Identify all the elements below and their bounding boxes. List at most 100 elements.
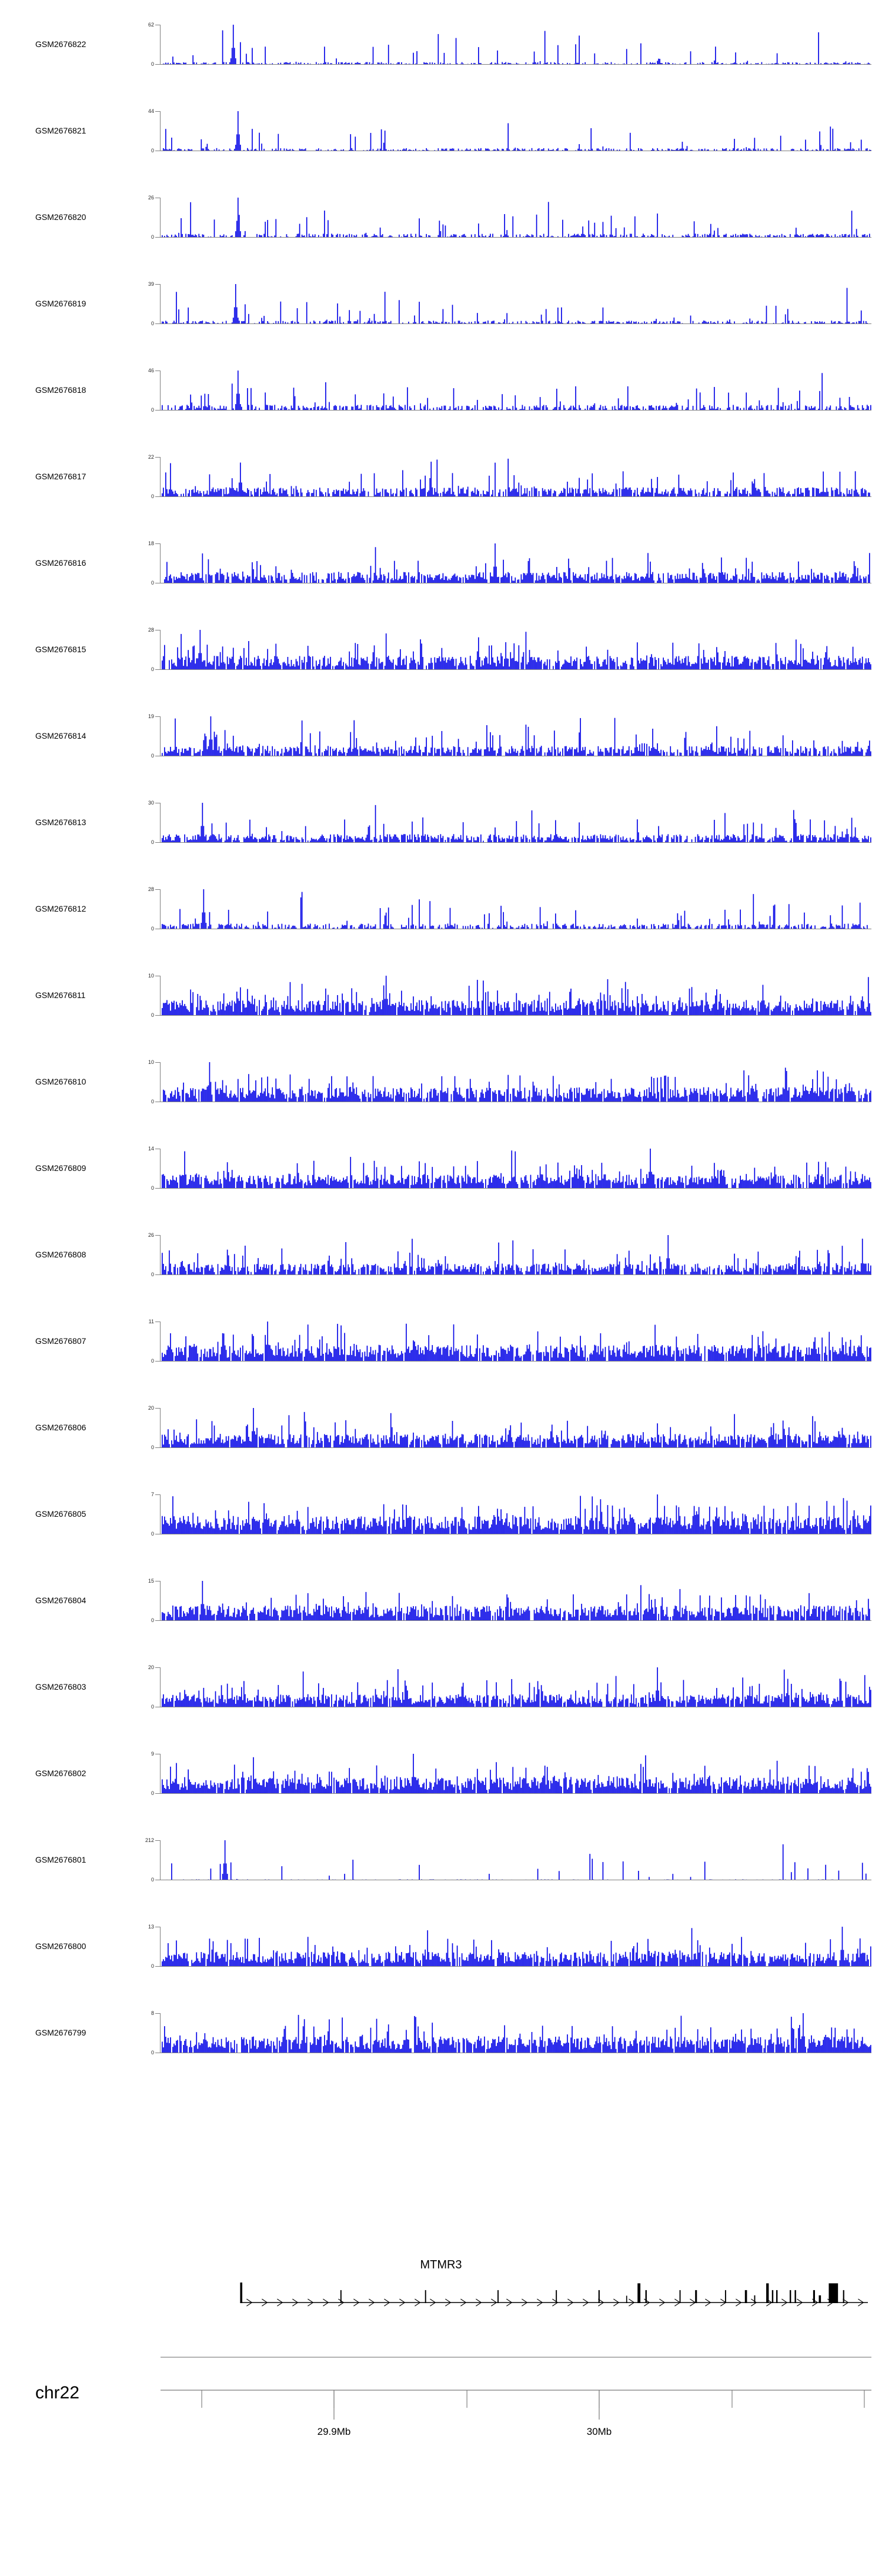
track-sample-label: GSM2676819: [35, 299, 86, 308]
coverage-plot-area[interactable]: [161, 1667, 871, 1707]
coverage-track: GSM2676818 46 0: [0, 368, 882, 413]
coverage-signal: [162, 458, 870, 497]
coverage-track: GSM2676820 26 0: [0, 195, 882, 240]
track-sample-label: GSM2676811: [35, 990, 86, 1000]
track-y-axis: 20 0: [136, 1665, 160, 1710]
track-sample-label: GSM2676813: [35, 817, 86, 827]
gene-name-label: MTMR3: [420, 2258, 462, 2271]
y-axis-min-label: 0: [151, 1617, 154, 1623]
track-baseline: [161, 1447, 871, 1448]
y-axis-line: [160, 1062, 161, 1102]
track-sample-label: GSM2676800: [35, 1941, 86, 1951]
track-baseline: [161, 1620, 871, 1621]
coverage-plot-area[interactable]: [161, 716, 871, 756]
y-axis-min-tick: [155, 1620, 160, 1621]
coverage-plot-area[interactable]: [161, 630, 871, 670]
track-y-axis: 15 0: [136, 1578, 160, 1623]
coverage-signal: [163, 111, 871, 151]
y-axis-min-tick: [155, 1447, 160, 1448]
coverage-track: GSM2676802 9 0: [0, 1751, 882, 1796]
coverage-plot-area[interactable]: [161, 1322, 871, 1362]
y-axis-max-tick: [155, 2013, 160, 2014]
coverage-signal: [164, 543, 870, 583]
y-axis-min-label: 0: [151, 926, 154, 932]
coverage-signal: [162, 1322, 871, 1362]
y-axis-max-label: 7: [151, 1491, 154, 1497]
y-axis-line: [160, 1322, 161, 1362]
coverage-plot-area[interactable]: [161, 25, 871, 65]
coverage-plot-area[interactable]: [161, 284, 871, 324]
coverage-signal: [162, 1494, 871, 1534]
coverage-track: GSM2676816 18 0: [0, 540, 882, 586]
y-axis-line: [160, 889, 161, 929]
coverage-plot-area[interactable]: [161, 1754, 871, 1794]
y-axis-max-label: 20: [148, 1405, 154, 1411]
track-baseline: [161, 1015, 871, 1016]
coverage-plot-area[interactable]: [161, 1494, 871, 1534]
y-axis-min-tick: [155, 1015, 160, 1016]
coverage-plot-area[interactable]: [161, 1840, 871, 1880]
track-y-axis: 46 0: [136, 368, 160, 413]
track-y-axis: 26 0: [136, 1233, 160, 1277]
y-axis-max-tick: [155, 1667, 160, 1668]
track-baseline: [161, 323, 871, 324]
y-axis-min-label: 0: [151, 1099, 154, 1105]
y-axis-min-tick: [155, 410, 160, 411]
y-axis-min-label: 0: [151, 839, 154, 845]
y-axis-max-label: 10: [148, 1059, 154, 1065]
coverage-plot-area[interactable]: [161, 1408, 871, 1448]
coverage-plot-area[interactable]: [161, 803, 871, 843]
y-axis-max-tick: [155, 1494, 160, 1495]
coverage-signal: [162, 1754, 871, 1794]
coverage-plot-area[interactable]: [161, 889, 871, 929]
y-axis-min-label: 0: [151, 1444, 154, 1450]
track-baseline: [161, 64, 871, 65]
coverage-plot-area[interactable]: [161, 198, 871, 238]
y-axis-min-label: 0: [151, 2050, 154, 2056]
y-axis-min-tick: [155, 323, 160, 324]
y-axis-line: [160, 1754, 161, 1794]
y-axis-max-label: 10: [148, 973, 154, 979]
y-axis-max-label: 15: [148, 1578, 154, 1584]
track-baseline: [161, 1188, 871, 1189]
coverage-plot-area[interactable]: [161, 1235, 871, 1275]
coverage-plot-area[interactable]: [161, 457, 871, 497]
y-axis-max-label: 18: [148, 540, 154, 546]
coverage-plot-area[interactable]: [161, 371, 871, 411]
coverage-track: GSM2676810 10 0: [0, 1059, 882, 1105]
coverage-plot-area[interactable]: [161, 1062, 871, 1102]
coverage-plot-area[interactable]: [161, 976, 871, 1016]
coverage-track: GSM2676801 212 0: [0, 1838, 882, 1883]
y-axis-line: [160, 198, 161, 238]
coverage-signal: [162, 803, 871, 843]
y-axis-line: [160, 1667, 161, 1707]
y-axis-min-tick: [155, 64, 160, 65]
y-axis-min-label: 0: [151, 321, 154, 326]
y-axis-line: [160, 371, 161, 411]
coverage-track: GSM2676817 22 0: [0, 454, 882, 499]
coverage-plot-area[interactable]: [161, 1149, 871, 1189]
y-axis-max-label: 8: [151, 2010, 154, 2016]
y-axis-line: [160, 25, 161, 65]
y-axis-max-tick: [155, 1062, 160, 1063]
track-sample-label: GSM2676812: [35, 904, 86, 913]
coverage-plot-area[interactable]: [161, 1927, 871, 1967]
y-axis-max-label: 62: [148, 22, 154, 28]
y-axis-max-tick: [155, 111, 160, 112]
track-sample-label: GSM2676816: [35, 558, 86, 568]
coverage-plot-area[interactable]: [161, 2013, 871, 2053]
coverage-track: GSM2676809 14 0: [0, 1146, 882, 1191]
track-baseline: [161, 842, 871, 843]
y-axis-max-tick: [155, 284, 160, 285]
coverage-plot-area[interactable]: [161, 1581, 871, 1621]
coverage-plot-area[interactable]: [161, 543, 871, 583]
gene-model[interactable]: [161, 2279, 871, 2314]
coverage-plot-area[interactable]: [161, 111, 871, 151]
track-sample-label: GSM2676810: [35, 1077, 86, 1086]
track-sample-label: GSM2676805: [35, 1509, 86, 1519]
chromosome-axis-svg: 29.9Mb 30Mb: [161, 2357, 871, 2437]
y-axis-min-label: 0: [151, 1877, 154, 1883]
y-axis-max-label: 22: [148, 454, 154, 460]
gene-annotation-track: MTMR3: [0, 2253, 882, 2338]
